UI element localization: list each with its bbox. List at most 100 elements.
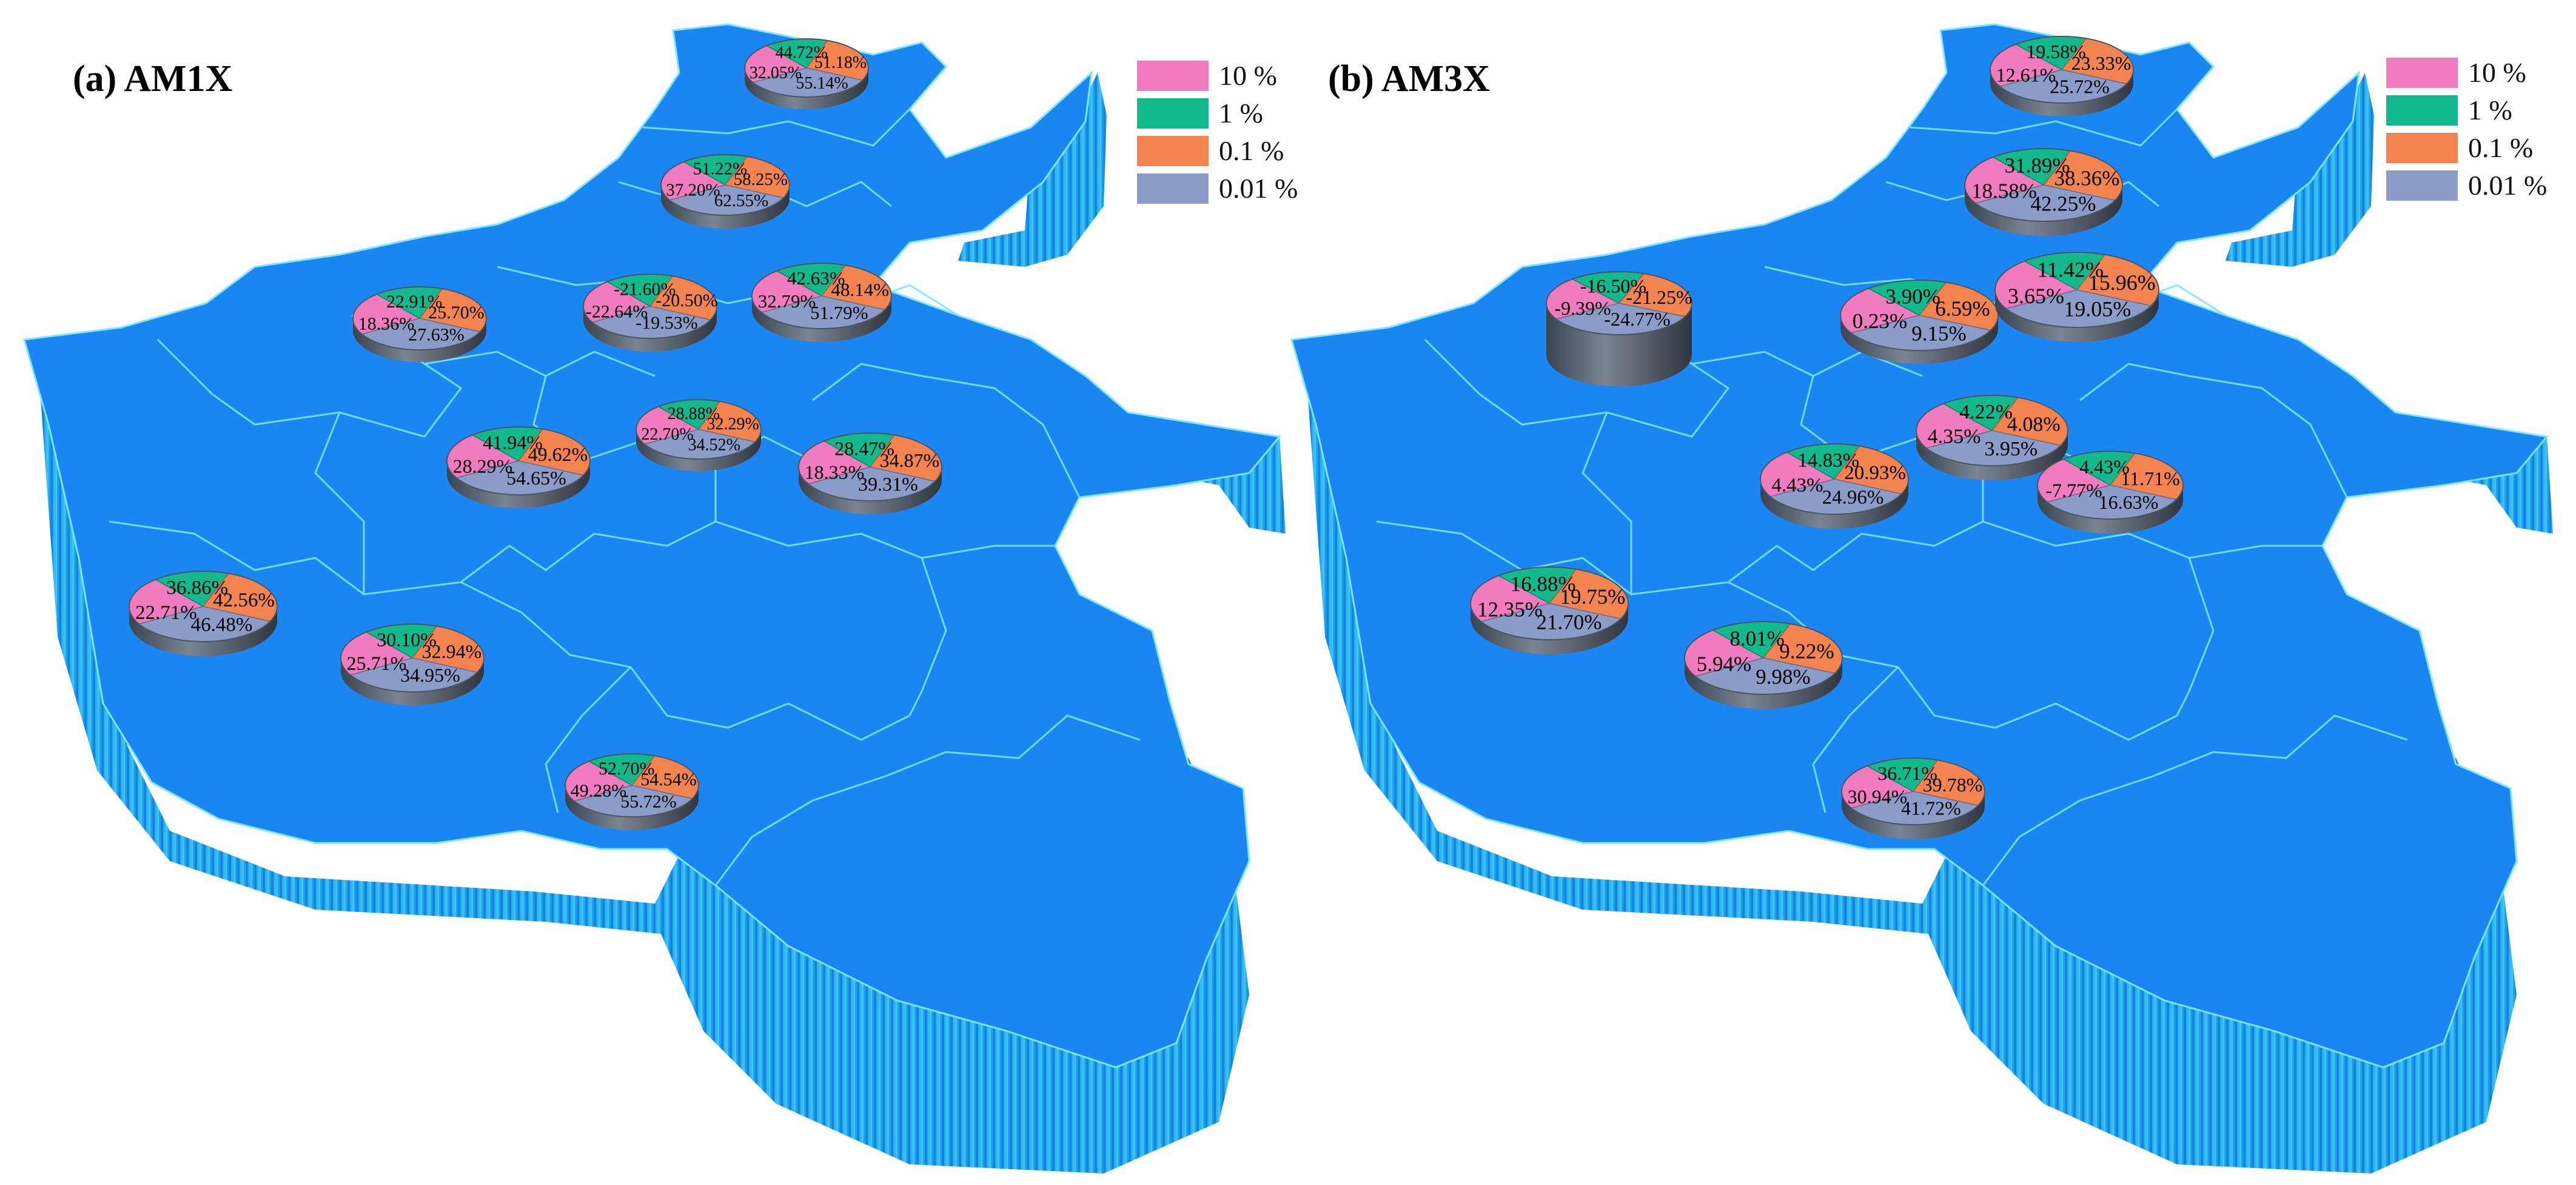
pie-label-s10: 18.36% — [358, 314, 415, 334]
pie-label-s10: 30.94% — [1848, 785, 1908, 807]
pie-side — [565, 785, 699, 830]
pie-label-s001: 3.95% — [1984, 438, 2038, 460]
pie-label-s001: 19.05% — [2064, 297, 2131, 321]
legend-b-label-10: 10 % — [2468, 57, 2526, 88]
pie-label-s01: 48.14% — [831, 279, 889, 300]
pie-rim — [1990, 36, 2134, 104]
pie-label-s01: 32.94% — [422, 640, 482, 662]
pie-label-s001: 9.98% — [1756, 665, 1810, 688]
pie-rim — [1916, 395, 2068, 466]
legend-b-swatch-01 — [2386, 133, 2458, 163]
pie-side — [341, 658, 484, 705]
pie-rim — [1994, 252, 2159, 328]
legend-b-swatch-001 — [2386, 170, 2458, 201]
pie-a-4: -22.64%-21.60%-20.50%-19.53% — [583, 274, 718, 352]
panel-a-title: (a) AM1X — [73, 58, 233, 99]
pie-label-s1: 41.94% — [483, 431, 543, 453]
pie-label-s1: 30.10% — [377, 628, 437, 650]
pie-rim — [660, 154, 790, 216]
map-a — [23, 23, 1286, 1173]
legend-a-swatch-01 — [1137, 136, 1209, 166]
pie-label-s10: 5.94% — [1697, 652, 1751, 676]
pie-label-s01: -20.50% — [656, 290, 717, 311]
pie-label-s1: 22.91% — [386, 292, 443, 312]
pie-label-s1: 16.88% — [1511, 572, 1576, 596]
pie-label-s001: 54.65% — [506, 467, 566, 489]
pie-rim — [583, 274, 717, 339]
pie-a-7: 28.29%41.94%49.62%54.65% — [446, 426, 591, 508]
legend-b-label-1: 1 % — [2468, 95, 2512, 126]
pie-b-1: 12.61%19.58%23.33%25.72% — [1990, 36, 2134, 116]
pie-label-s001: 24.96% — [1822, 487, 1884, 509]
pie-label-s10: -7.77% — [2045, 480, 2102, 502]
pie-label-s01: 25.70% — [428, 303, 485, 323]
pie-label-s10: 37.20% — [666, 181, 720, 200]
pie-a-3: 18.36%22.91%25.70%27.63% — [352, 286, 487, 362]
pie-b-5: 3.65%11.42%15.96%19.05% — [1994, 252, 2159, 342]
pie-b-9: 12.35%16.88%19.75%21.70% — [1470, 566, 1629, 654]
pie-label-s01: 11.71% — [2121, 468, 2179, 489]
legend-a-label-001: 0.01 % — [1219, 173, 1298, 204]
pie-rim — [565, 753, 699, 817]
pie-label-s10: 12.61% — [1996, 64, 2056, 86]
pie-side — [1995, 290, 2159, 342]
pie-rim — [798, 432, 942, 502]
pie-label-s10: -22.64% — [586, 301, 648, 321]
pie-a-2: 37.20% 51.22%58.25% 62.55% — [660, 154, 790, 229]
pie-label-s01: 51.18% — [814, 53, 867, 72]
pie-rim — [1840, 280, 1999, 351]
pie-label-s01: 34.87% — [880, 449, 940, 471]
pie-rim — [1841, 757, 1985, 825]
pie-b-2: 18.58%31.89%38.36%42.25% — [1964, 148, 2123, 236]
pie-label-s1: 4.43% — [2079, 455, 2130, 477]
pie-label-s001: 55.14% — [796, 74, 848, 93]
pie-label-s001: 16.63% — [2099, 491, 2159, 513]
pie-rim — [1546, 271, 1692, 335]
pie-rim — [636, 399, 762, 460]
pie-label-s001: -19.53% — [636, 313, 697, 333]
panel-a — [23, 23, 1286, 1173]
pie-label-s001: 9.15% — [1911, 321, 1966, 345]
pie-side — [129, 606, 277, 656]
pie-b-10: 5.94%8.01%9.22%9.98% — [1684, 621, 1843, 709]
pie-label-s001: 46.48% — [191, 614, 253, 636]
pie-side — [1685, 658, 1842, 709]
pie-layer: 32.05% 44.72%51.18% 55.14% 37.20% 51.22%58.2… — [129, 36, 2184, 839]
pie-label-s10: 22.71% — [135, 602, 197, 623]
pie-label-s1: 8.01% — [1729, 626, 1784, 650]
pie-b-4: 0.23%3.90%6.59%9.15% — [1840, 280, 1999, 364]
pie-label-s01: 39.78% — [1923, 774, 1983, 796]
pie-side — [1840, 315, 1998, 364]
pie-label-s1: 4.22% — [1959, 401, 2013, 423]
pie-label-s001: 51.79% — [810, 302, 868, 323]
pie-label-s01: 58.25% — [734, 170, 788, 189]
legend-a-label-10: 10 % — [1219, 60, 1277, 91]
legend-a-label-01: 0.1 % — [1219, 135, 1284, 166]
pie-label-s1: 36.71% — [1877, 762, 1937, 784]
pie-rim — [1760, 443, 1909, 515]
pie-side — [1990, 70, 2133, 116]
pie-label-s001: 62.55% — [714, 191, 768, 210]
pie-label-s01: 38.36% — [2054, 166, 2120, 190]
pie-label-s10: 25.71% — [347, 653, 407, 674]
pie-rim — [1470, 566, 1629, 640]
pie-label-s1: 42.63% — [787, 267, 845, 289]
pie-label-s01: 42.56% — [213, 589, 275, 611]
pie-a-5: 32.79%42.63%48.14%51.79% — [751, 263, 892, 342]
pie-rim — [1684, 621, 1843, 695]
pie-label-s001: 25.72% — [2050, 76, 2110, 98]
pie-rim — [352, 286, 487, 351]
pie-label-s01: 23.33% — [2071, 52, 2132, 74]
legend-b-swatch-10 — [2386, 58, 2458, 88]
pie-label-s10: 18.33% — [805, 462, 865, 483]
pie-label-s1: 51.22% — [693, 159, 747, 179]
legend-b-swatch-1 — [2386, 95, 2458, 126]
legend-a-label-1: 1 % — [1219, 98, 1263, 129]
pie-label-s10: 4.35% — [1928, 426, 1981, 448]
pie-rim — [744, 38, 869, 98]
pie-a-10: 25.71% 30.10%32.94%34.95% — [340, 623, 485, 705]
pie-rim — [129, 571, 278, 642]
pie-label-s10: 49.28% — [571, 780, 627, 801]
pie-label-s1: 52.70% — [599, 759, 655, 779]
